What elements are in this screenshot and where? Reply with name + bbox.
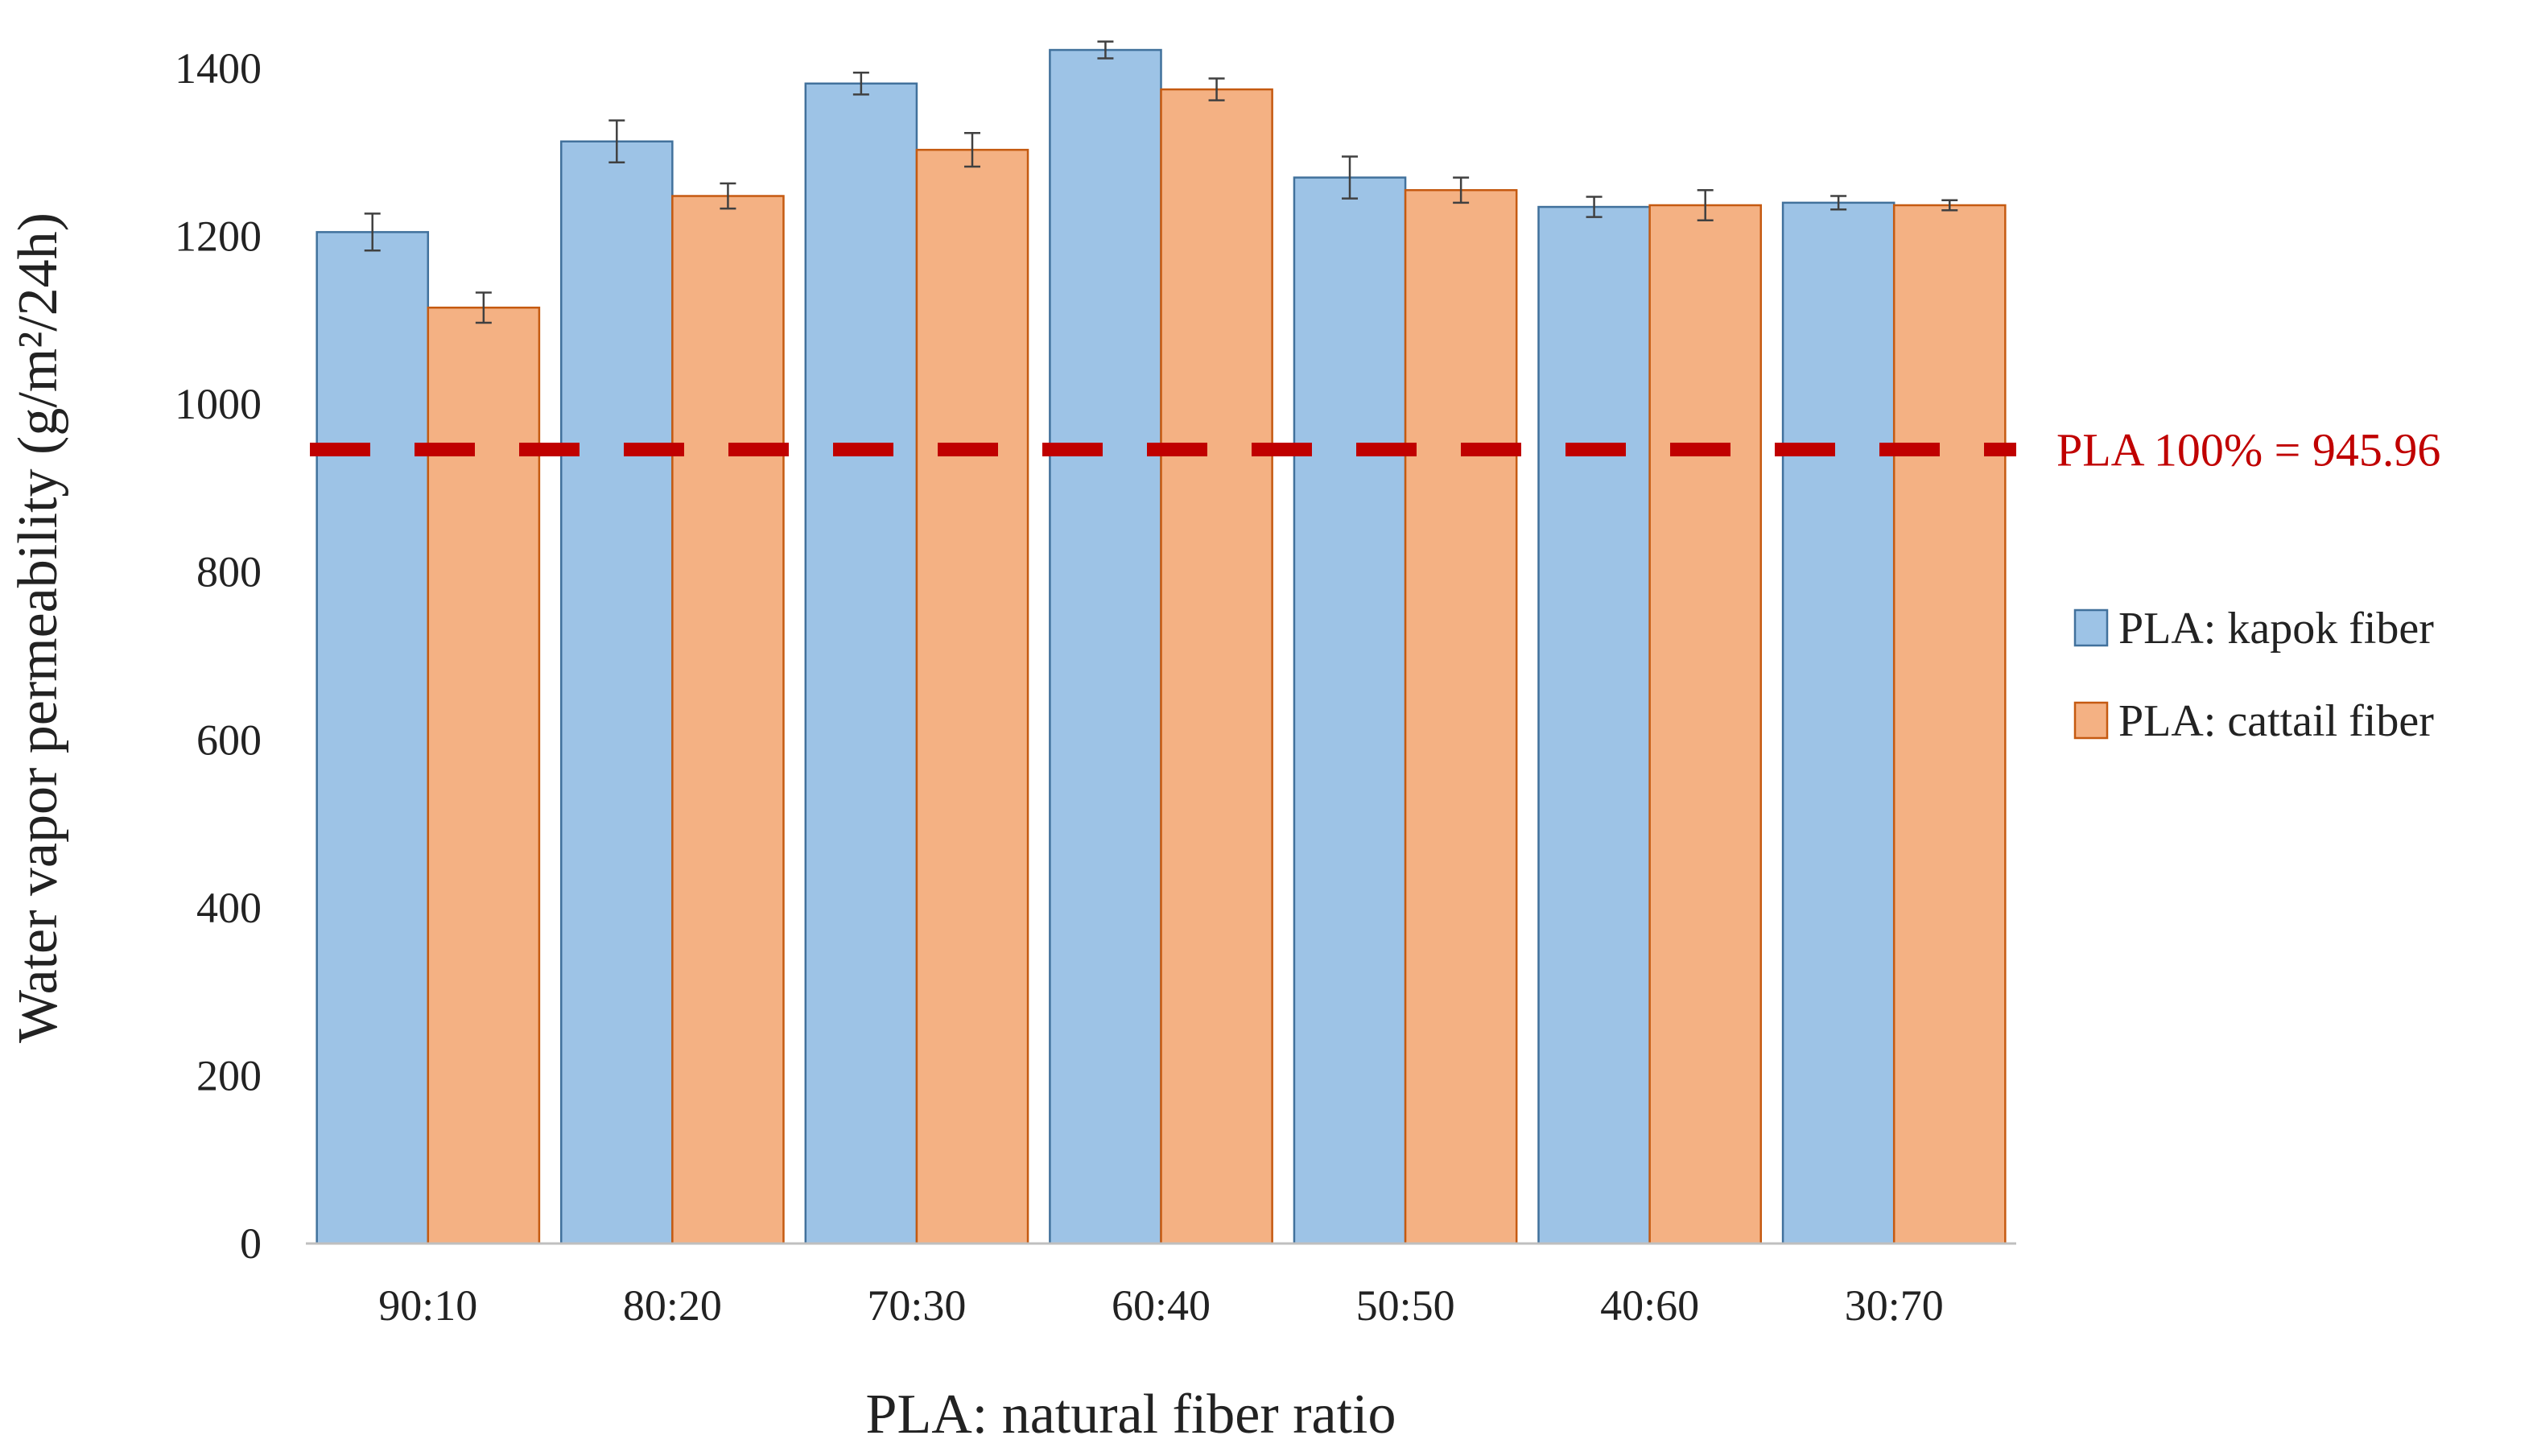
legend-swatch: [2073, 701, 2109, 740]
bar-kapok-80-20: [559, 140, 674, 1245]
x-tick-label: 90:10: [378, 1281, 477, 1330]
y-tick-label: 800: [196, 548, 262, 596]
y-axis-title: Water vapor permeability (g/m²/24h): [7, 212, 69, 1043]
error-bar: [608, 119, 625, 164]
legend-swatch: [2073, 608, 2109, 647]
bars: [316, 48, 2007, 1245]
error-bar: [1586, 196, 1603, 218]
y-tick-label: 600: [196, 716, 262, 764]
bar-cattail-60-40: [1160, 88, 1273, 1245]
legend-item: PLA: kapok fiber: [2073, 604, 2434, 654]
bar-cattail-70-30: [915, 148, 1029, 1245]
bar-kapok-60-40: [1049, 48, 1162, 1245]
bar-cattail-80-20: [671, 195, 785, 1245]
x-axis-title: PLA: natural fiber ratio: [866, 1384, 1396, 1446]
error-bar: [1342, 155, 1359, 200]
bar-kapok-50-50: [1293, 176, 1407, 1245]
error-bar: [475, 291, 492, 324]
bar-cattail-40-60: [1648, 204, 1763, 1245]
error-bar: [1097, 40, 1114, 60]
error-bar: [720, 182, 736, 210]
y-tick-label: 200: [196, 1051, 262, 1099]
error-bar: [364, 212, 381, 252]
x-tick-label: 70:30: [867, 1281, 966, 1330]
error-bar: [963, 132, 980, 168]
y-tick-label: 1400: [175, 44, 262, 93]
reference-line-label: PLA 100% = 945.96: [2056, 423, 2440, 476]
legend-label: PLA: kapok fiber: [2118, 604, 2434, 654]
bar-kapok-30-70: [1781, 201, 1895, 1245]
y-tick-label: 0: [240, 1219, 262, 1268]
y-tick-label: 1200: [175, 212, 262, 261]
x-axis: 90:10 80:20 70:30 60:40 50:50 40:60 30:70: [306, 1242, 2016, 1330]
error-bar: [1941, 199, 1958, 212]
legend-label: PLA: cattail fiber: [2118, 696, 2434, 746]
bar-kapok-40-60: [1537, 205, 1651, 1245]
error-bar: [1453, 176, 1470, 204]
reference-line-group: PLA 100% = 945.96: [310, 423, 2440, 476]
x-tick-label: 50:50: [1356, 1281, 1455, 1330]
x-tick-label: 40:60: [1600, 1281, 1699, 1330]
bar-kapok-70-30: [804, 82, 918, 1245]
bar-cattail-30-70: [1892, 204, 2007, 1245]
error-bar: [852, 71, 869, 96]
legend: PLA: kapok fiber PLA: cattail fiber: [2073, 604, 2434, 746]
error-bars: [364, 40, 1958, 324]
bar-kapok-90-10: [316, 231, 430, 1245]
y-tick-label: 1000: [175, 380, 262, 428]
error-bar: [1697, 188, 1714, 222]
y-tick-label: 400: [196, 884, 262, 932]
bar-cattail-90-10: [427, 306, 541, 1245]
x-tick-label: 80:20: [623, 1281, 722, 1330]
error-bar: [1208, 77, 1225, 101]
bar-cattail-50-50: [1404, 188, 1518, 1245]
x-tick-label: 30:70: [1845, 1281, 1944, 1330]
legend-item: PLA: cattail fiber: [2073, 696, 2434, 746]
x-tick-label: 60:40: [1112, 1281, 1211, 1330]
error-bar: [1830, 195, 1847, 211]
y-axis: 0 200 400 600 800 1000 1200 1400: [175, 44, 262, 1268]
